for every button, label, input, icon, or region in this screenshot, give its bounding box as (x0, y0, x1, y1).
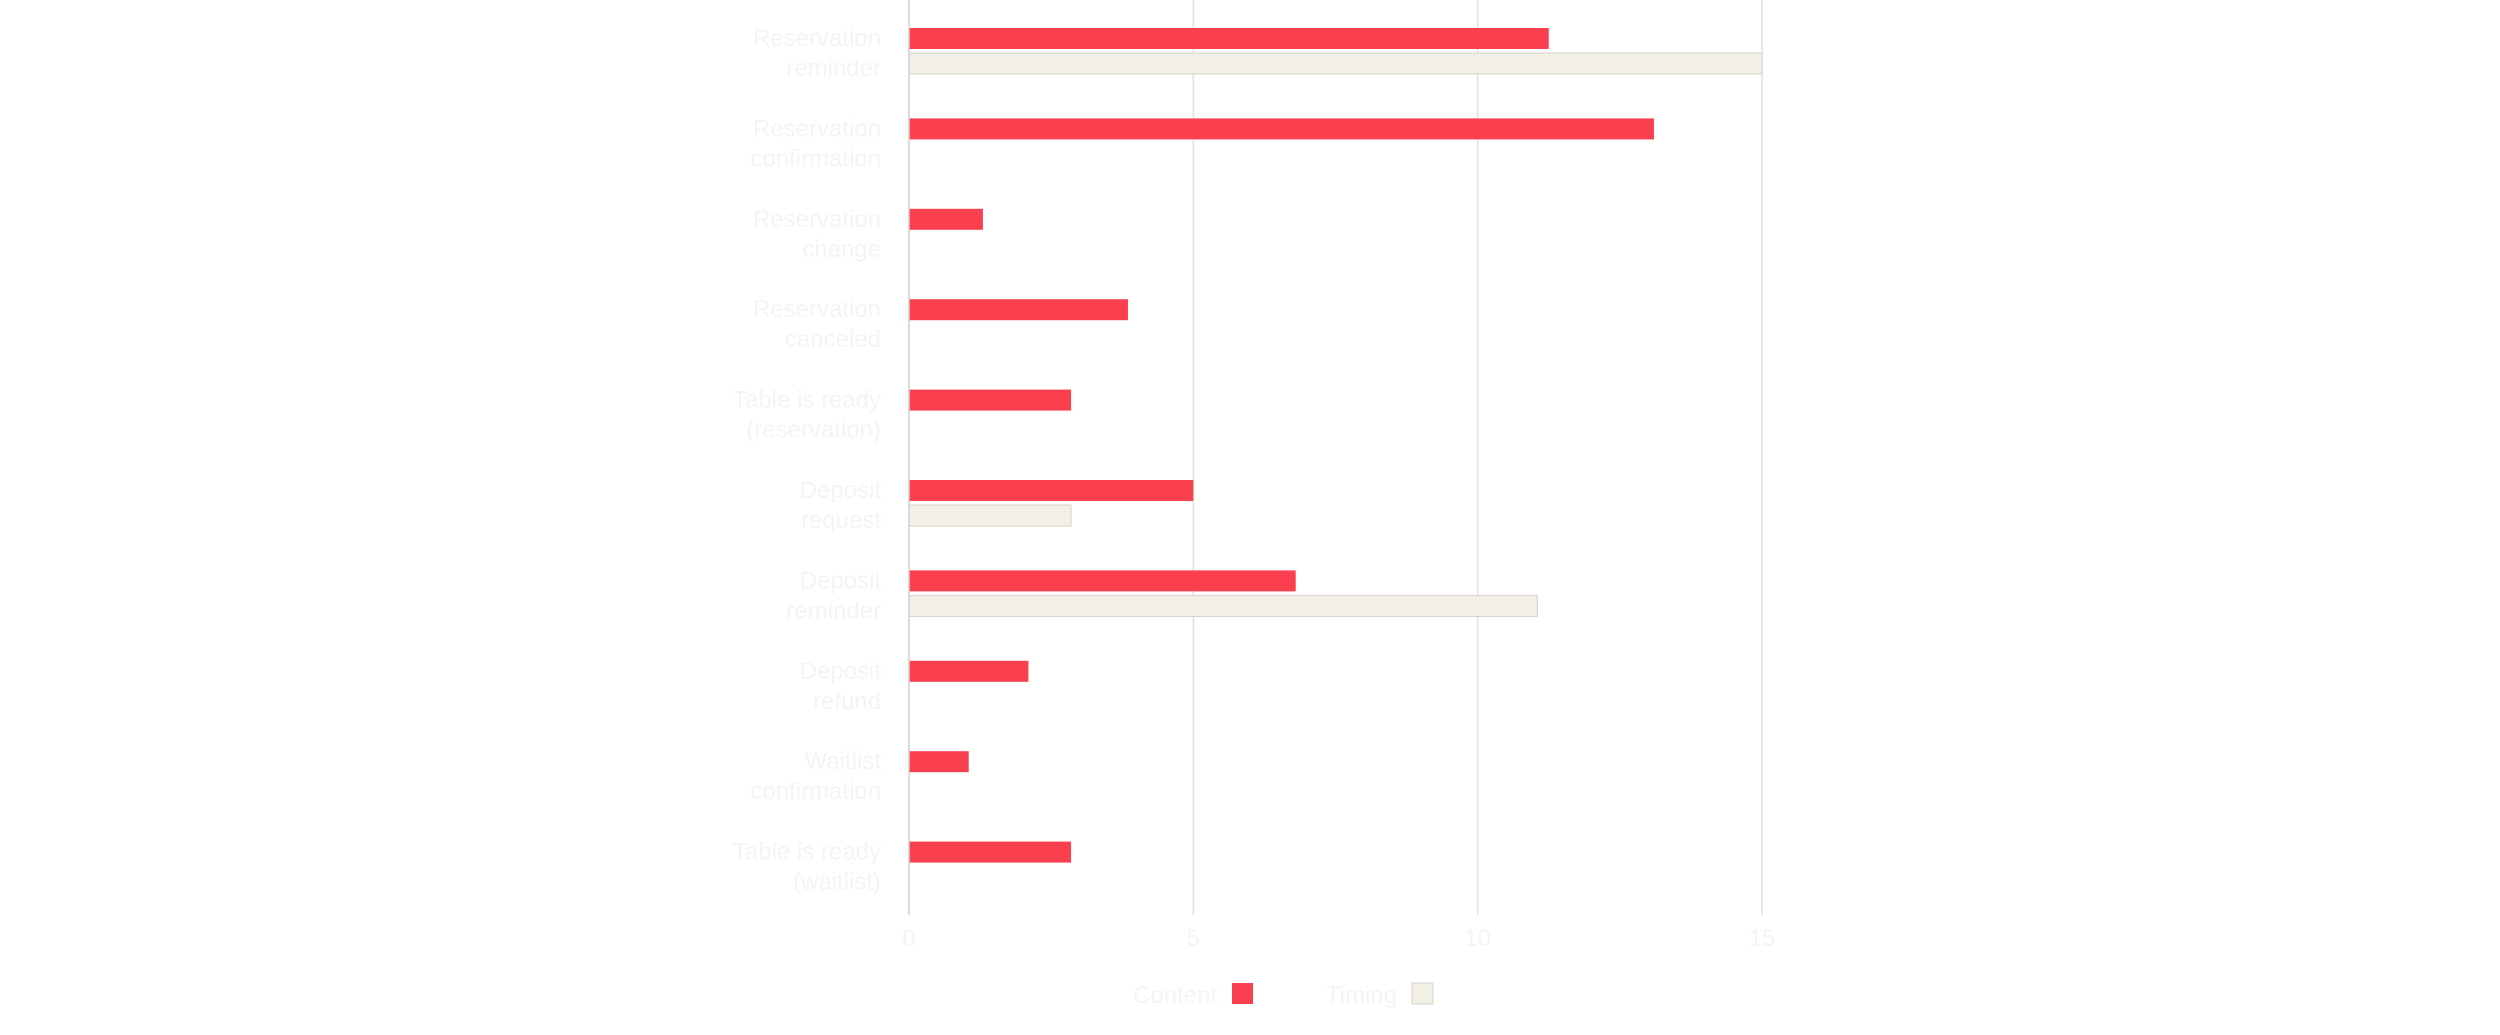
category-label: Waitlist confirmation (750, 748, 881, 805)
bars (908, 28, 1763, 863)
bar-content[interactable] (909, 389, 1072, 411)
category-label-line: (reservation) (746, 417, 881, 444)
gridlines (1192, 0, 1763, 915)
x-tick-label: 0 (902, 925, 915, 952)
category-label: Reservation reminder (753, 25, 881, 82)
category-label: Deposit reminder (786, 567, 881, 624)
category-label: Reservation confirmation (750, 115, 881, 172)
bar-content[interactable] (909, 751, 969, 773)
legend-label-timing: Timing (1326, 982, 1397, 1009)
category-label-line: Reservation (753, 25, 881, 52)
category-label-line: Waitlist (805, 748, 882, 775)
category-label-line: request (801, 507, 881, 534)
x-tick-label: 15 (1749, 925, 1776, 952)
category-label-line: Reservation (753, 115, 881, 142)
bar-content[interactable] (909, 118, 1654, 140)
x-tick-label: 10 (1464, 925, 1491, 952)
bar-content[interactable] (909, 660, 1029, 682)
bar-timing[interactable] (908, 52, 1763, 75)
category-label: Table is ready (reservation) (733, 387, 881, 444)
category-label-line: Deposit (800, 477, 882, 504)
category-label-line: Reservation (753, 296, 881, 323)
category-label-line: refund (813, 688, 881, 715)
category-label-line: Deposit (800, 658, 882, 685)
bar-content[interactable] (909, 570, 1296, 592)
legend: Content Timing (1133, 982, 1434, 1009)
category-label: Deposit refund (800, 658, 882, 715)
legend-swatch-content[interactable] (1232, 983, 1253, 1004)
category-label: Table is ready (waitlist) (733, 839, 881, 896)
category-label-line: (waitlist) (793, 869, 881, 896)
category-label: Reservation change (753, 206, 881, 263)
bar-content[interactable] (909, 28, 1549, 49)
legend-label-content: Content (1133, 982, 1217, 1009)
x-tick-label: 5 (1187, 925, 1200, 952)
category-label: Reservation canceled (753, 296, 881, 353)
category-label-line: reminder (786, 597, 881, 624)
category-label-line: reminder (786, 55, 881, 82)
bar-content[interactable] (909, 208, 983, 230)
category-label-line: change (802, 236, 881, 263)
bar-content[interactable] (909, 480, 1194, 501)
category-label-line: confirmation (750, 778, 881, 805)
bar-content[interactable] (909, 299, 1128, 321)
category-label-line: Reservation (753, 206, 881, 233)
bar-content[interactable] (909, 841, 1072, 863)
bar-timing[interactable] (908, 504, 1072, 527)
category-labels: Reservation reminder Reservation confirmati… (733, 25, 881, 896)
legend-swatch-timing[interactable] (1411, 982, 1434, 1005)
category-label-line: confirmation (750, 145, 881, 172)
category-label-line: Table is ready (733, 387, 881, 414)
category-label-line: Table is ready (733, 839, 881, 866)
bar-timing[interactable] (908, 594, 1538, 617)
x-tick-labels: 0 5 10 15 (902, 925, 1775, 952)
category-label: Deposit request (800, 477, 882, 534)
category-label-line: canceled (785, 326, 881, 353)
category-label-line: Deposit (800, 567, 882, 594)
